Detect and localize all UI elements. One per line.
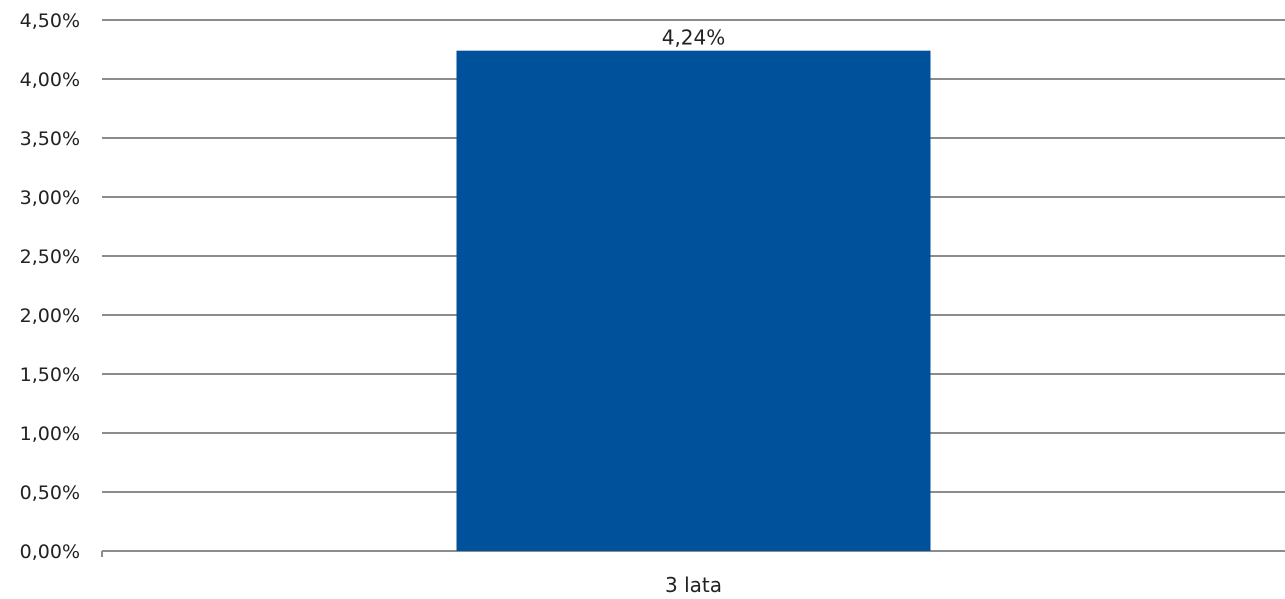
- x-category-label: 3 lata: [665, 573, 722, 597]
- bar-data-label: 4,24%: [662, 26, 726, 50]
- y-tick-label: 2,50%: [20, 246, 80, 268]
- y-tick-label: 1,50%: [20, 364, 80, 386]
- y-tick-label: 2,00%: [20, 305, 80, 327]
- y-tick-label: 4,50%: [20, 10, 80, 32]
- bar: [456, 50, 931, 552]
- y-tick-label: 0,00%: [20, 541, 80, 563]
- y-tick-label: 3,00%: [20, 187, 80, 209]
- bars: [456, 50, 931, 552]
- data-labels: 4,24%: [662, 26, 726, 50]
- y-tick-label: 4,00%: [20, 69, 80, 91]
- x-axis-category-labels: 3 lata: [665, 573, 722, 597]
- y-axis-tick-labels: 0,00% 0,50% 1,00% 1,50% 2,00% 2,50% 3,00% 3,50%…: [20, 10, 80, 563]
- y-tick-label: 3,50%: [20, 128, 80, 150]
- y-tick-label: 1,00%: [20, 423, 80, 445]
- y-tick-label: 0,50%: [20, 482, 80, 504]
